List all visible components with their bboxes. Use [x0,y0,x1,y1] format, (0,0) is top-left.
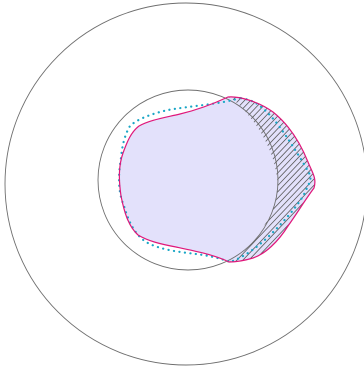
hatch-line [228,96,283,262]
shaded-region [119,96,315,262]
hatch-line [0,80,48,280]
hatch-line [344,80,364,280]
hatch-line [350,80,364,280]
hatch-line [0,80,126,280]
hatch-line [0,80,108,280]
hatch-line [326,80,364,280]
hatch-line [0,80,84,280]
hatch-line [0,80,72,280]
hatch-line [228,96,295,262]
hatch-line [0,80,60,280]
hatch-line [0,80,18,280]
boundary-curve [118,96,316,263]
hatch-line [0,80,12,280]
hatch-line [313,96,315,262]
hatch-line [228,96,315,262]
hatch-line [0,80,54,280]
hatch-line [229,96,315,262]
hatch-line [320,80,364,280]
hatch-line [0,80,132,280]
hatch-line [228,96,315,262]
dotted-curve [117,96,312,264]
hatch-line [0,80,90,280]
hatch-line [0,80,102,280]
hatch-line [228,96,289,262]
hatch-line [228,96,315,262]
hatch-line [0,80,78,280]
hatch-line [0,80,120,280]
hatch-line [0,80,30,280]
outer-circle [4,2,364,366]
inner-circle [97,89,279,271]
hatch-line [0,80,96,280]
hatch-line [356,80,364,280]
hatch-line [0,80,66,280]
hatch-line [332,80,364,280]
hatch-line [235,96,315,262]
hatch-line [307,96,315,262]
